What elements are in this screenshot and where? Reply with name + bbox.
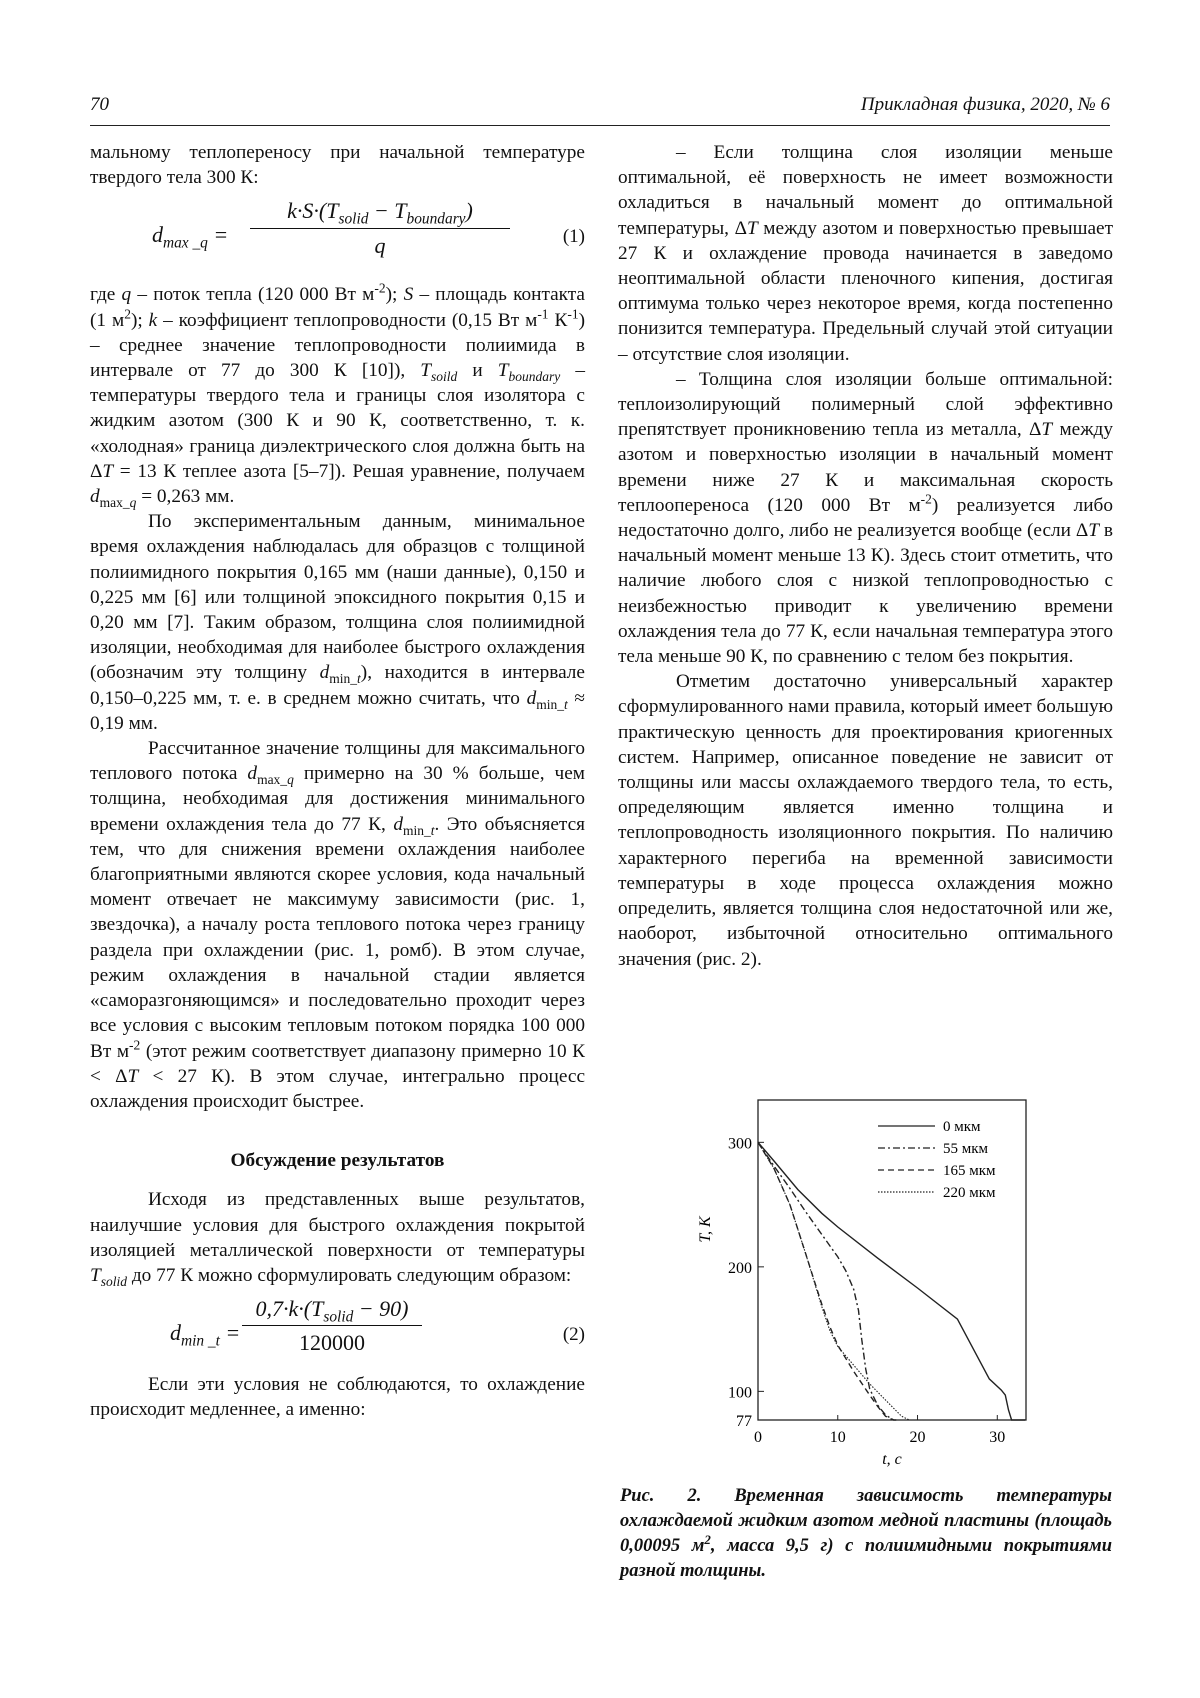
page-number: 70 xyxy=(90,94,109,116)
paragraph: – Толщина слоя изоляции больше оптимальн… xyxy=(618,367,1113,669)
series-line-1 xyxy=(758,1142,894,1420)
equation-denominator: q xyxy=(250,229,510,258)
right-column: – Если толщина слоя изоляции меньше опти… xyxy=(618,140,1113,972)
y-tick-label: 100 xyxy=(728,1384,752,1401)
paragraph: Отметим достаточно универсальный характе… xyxy=(618,669,1113,971)
equation-numerator: 0,7·k·(Tsolid − 90) xyxy=(242,1296,422,1326)
equation-number: (2) xyxy=(563,1322,585,1347)
paragraph: где q – поток тепла (120 000 Вт м-2); S … xyxy=(90,282,585,509)
left-column: мальному теплопереносу при начальной тем… xyxy=(90,140,585,1423)
journal-header: Прикладная физика, 2020, № 6 xyxy=(861,94,1110,116)
header-rule xyxy=(90,125,1110,126)
series-line-3 xyxy=(758,1142,926,1420)
equation-1: dmax _q = k·S·(Tsolid − Tboundary) q (1) xyxy=(90,190,585,282)
equation-numerator: k·S·(Tsolid − Tboundary) xyxy=(250,198,510,228)
plot-frame xyxy=(758,1100,1026,1420)
figure-caption: Рис. 2. Временная зависимость температур… xyxy=(620,1484,1112,1584)
paragraph: Если эти условия не соблюдаются, то охла… xyxy=(90,1372,585,1422)
y-tick-label: 300 xyxy=(728,1135,752,1152)
section-heading: Обсуждение результатов xyxy=(90,1148,585,1173)
equation-2: dmin _t = 0,7·k·(Tsolid − 90) 120000 (2) xyxy=(90,1288,585,1372)
y-axis-label: T, K xyxy=(697,1215,714,1243)
paragraph: – Если толщина слоя изоляции меньше опти… xyxy=(618,140,1113,367)
equation-lhs: dmax _q = xyxy=(152,222,228,247)
legend-label: 0 мкм xyxy=(943,1119,981,1135)
legend-label: 165 мкм xyxy=(943,1163,996,1179)
paragraph: мальному теплопереносу при начальной тем… xyxy=(90,140,585,190)
x-tick-label: 0 xyxy=(754,1429,762,1446)
legend-label: 220 мкм xyxy=(943,1185,996,1201)
series-line-0 xyxy=(758,1142,1025,1420)
x-tick-label: 10 xyxy=(830,1429,846,1446)
paragraph: По экспериментальным данным, минимальное… xyxy=(90,509,585,736)
paragraph: Исходя из представленных выше результато… xyxy=(90,1187,585,1288)
x-tick-label: 20 xyxy=(910,1429,926,1446)
x-axis-label: t, c xyxy=(882,1451,902,1468)
y-tick-label: 200 xyxy=(728,1260,752,1277)
paragraph: Рассчитанное значение толщины для максим… xyxy=(90,736,585,1114)
equation-lhs: dmin _t = xyxy=(170,1320,240,1345)
y-tick-label: 77 xyxy=(736,1413,752,1430)
equation-number: (1) xyxy=(563,224,585,249)
series-line-2 xyxy=(758,1142,898,1420)
equation-denominator: 120000 xyxy=(242,1326,422,1355)
x-tick-label: 30 xyxy=(989,1429,1005,1446)
legend-label: 55 мкм xyxy=(943,1141,989,1157)
